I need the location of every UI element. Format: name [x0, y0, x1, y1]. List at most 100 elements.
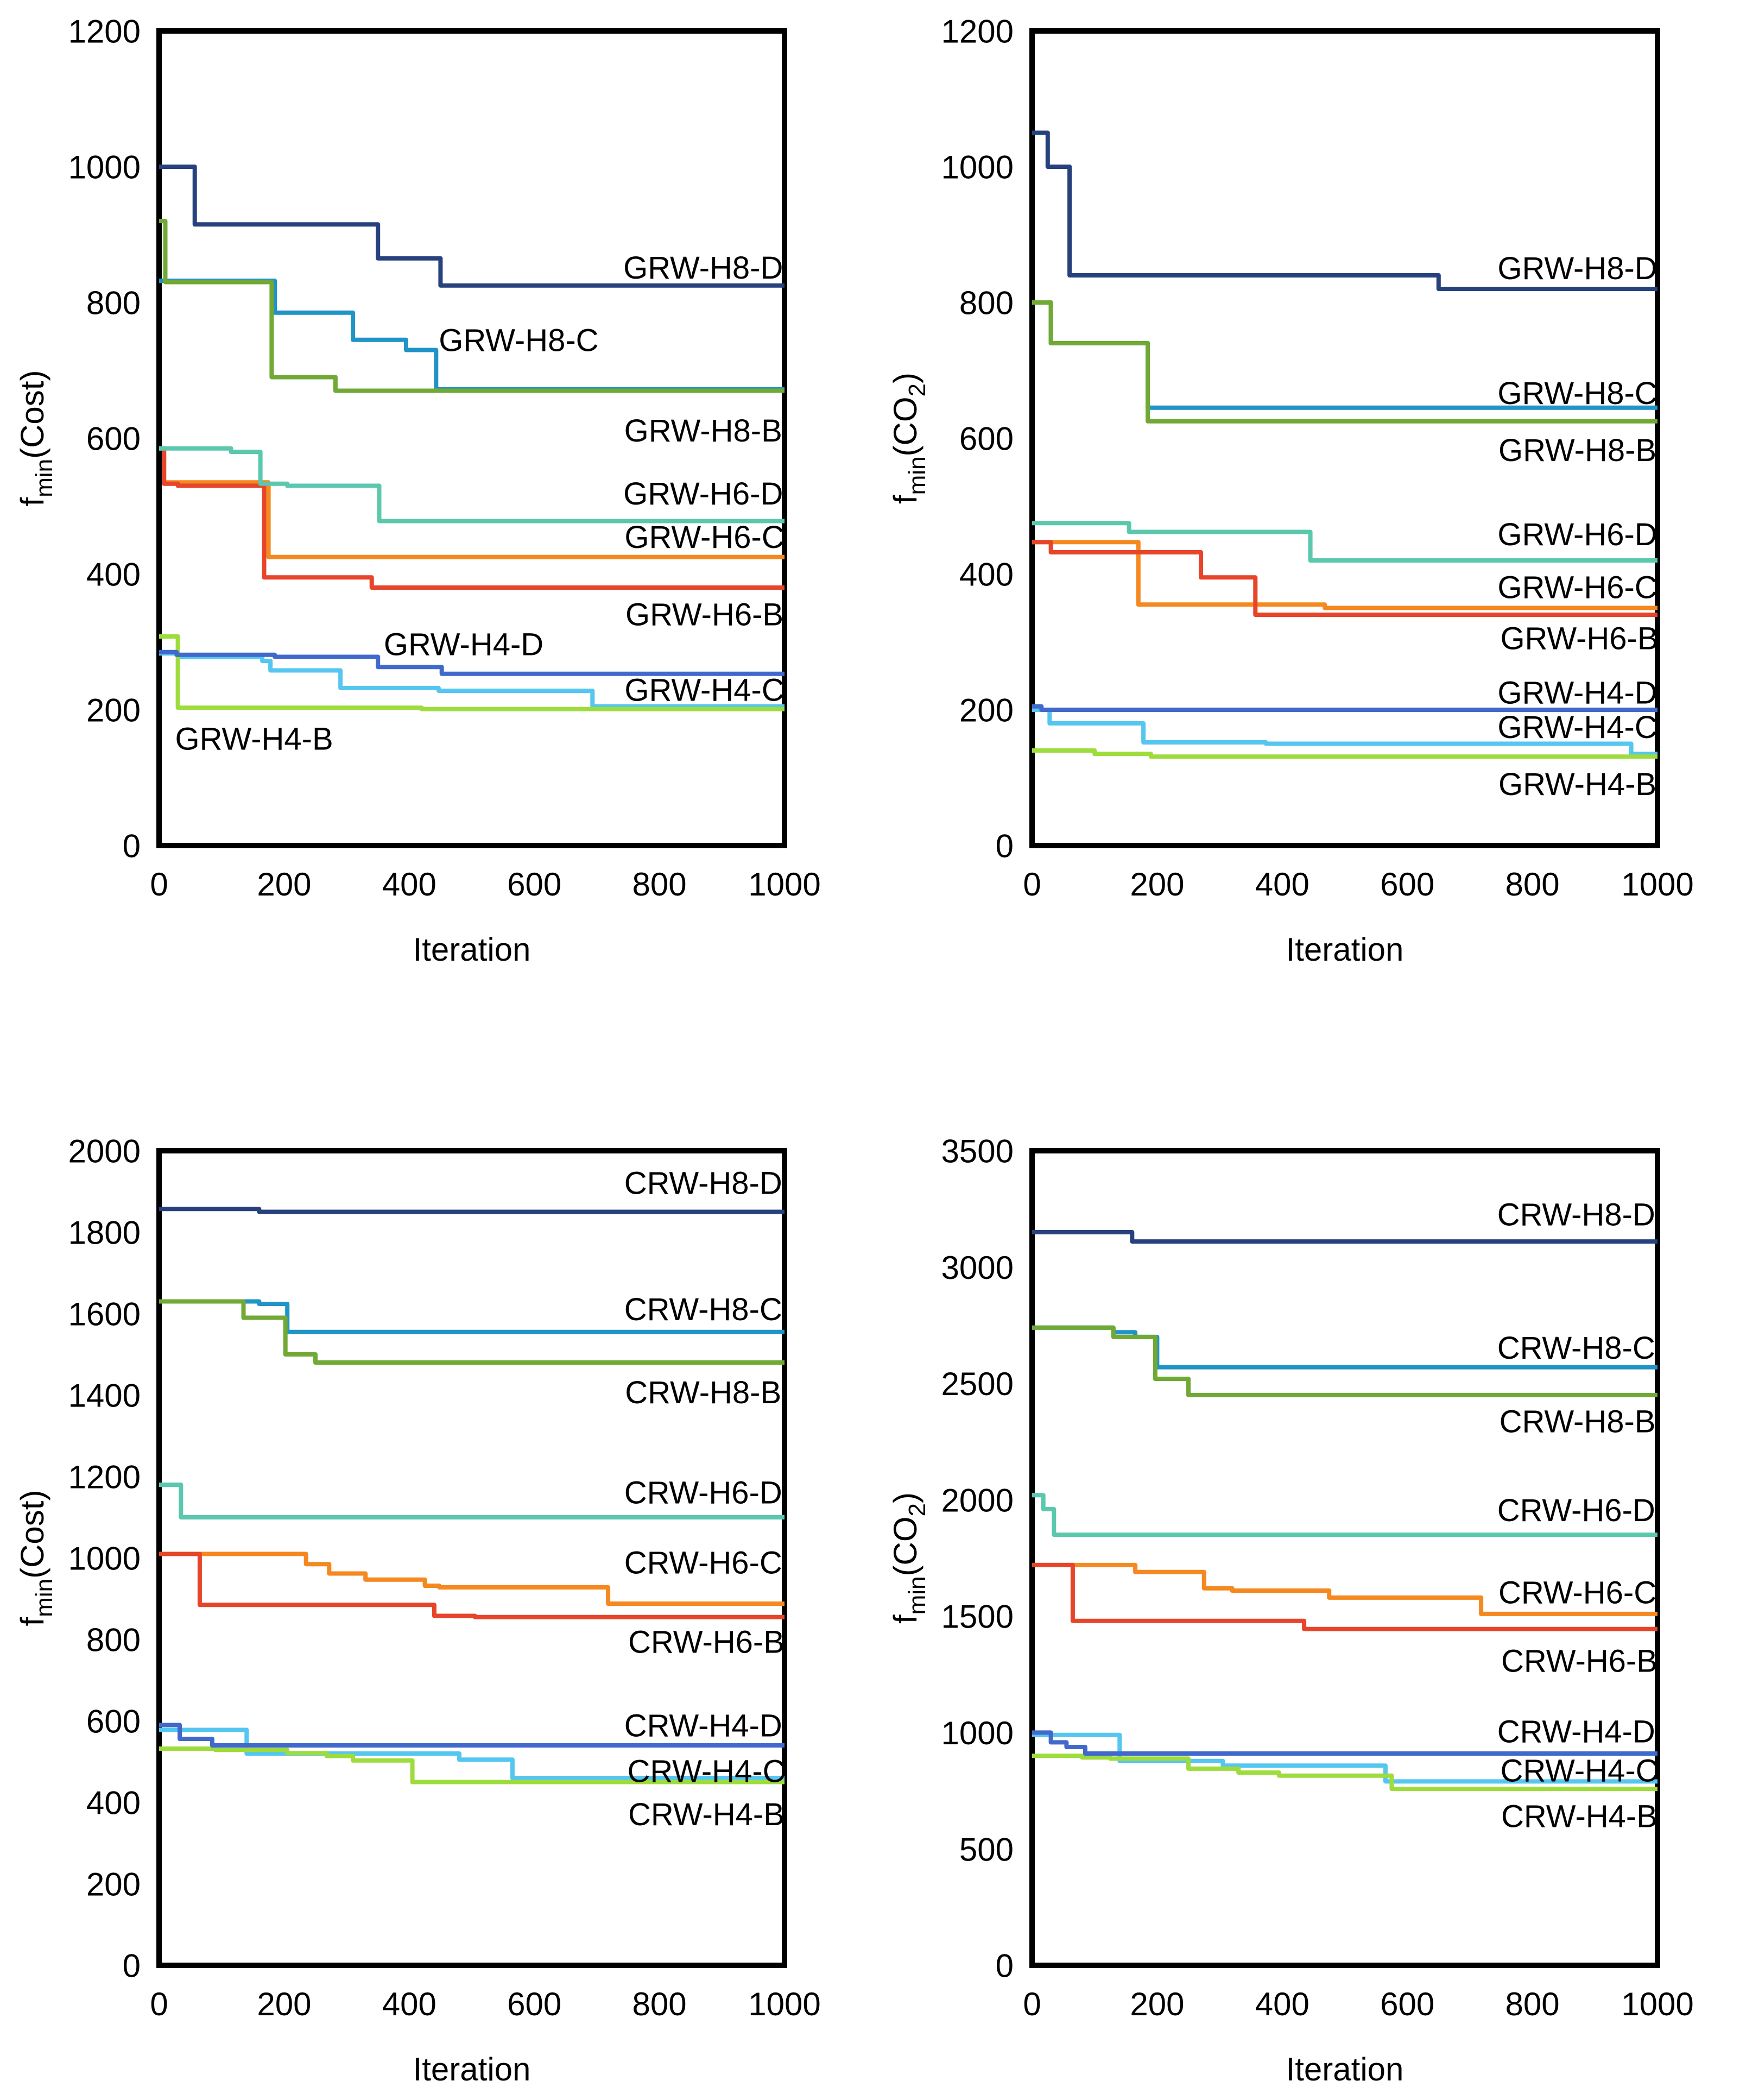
crw-cost-svg: 0 200 400 600 800 1000 1200 1400 1600 1800 2000 0 20… [14, 1133, 821, 2088]
series-label-GRW-H6-C: GRW-H6-C [624, 520, 784, 555]
series-label-GRW-H8-C: GRW-H8-C [439, 323, 598, 358]
plot-box [1029, 1148, 1660, 1968]
series-label-GRW-H4-B: GRW-H4-B [1498, 767, 1656, 802]
x-tick-label: 400 [1255, 866, 1310, 903]
y-tick-label: 0 [123, 828, 141, 865]
series-line-GRW-H6-B [1032, 540, 1658, 617]
y-tick-label: 3500 [941, 1133, 1014, 1170]
x-tick-label: 200 [1130, 1986, 1184, 2022]
series-label-GRW-H8-B: GRW-H8-B [1498, 433, 1656, 468]
x-tick-label: 200 [257, 1986, 311, 2022]
y-tick-label: 1500 [941, 1599, 1014, 1635]
series-label-CRW-H4-C: CRW-H4-C [627, 1754, 785, 1789]
y-tick-label: 200 [959, 692, 1014, 729]
y-tick-label: 1400 [68, 1378, 141, 1414]
x-tick-label: 0 [1023, 1986, 1041, 2022]
x-tick-label: 800 [632, 1986, 687, 2022]
y-tick-label: 200 [86, 692, 141, 729]
x-axis-title: Iteration [1286, 2051, 1404, 2088]
series-line-CRW-H4-C [1032, 1732, 1658, 1784]
series-label-GRW-H6-B: GRW-H6-B [1500, 621, 1658, 656]
y-tick-label: 400 [959, 557, 1014, 593]
y-tick-label: 600 [86, 1704, 141, 1740]
chart-grw-co2: 0 200 400 600 800 1000 1200 0 200 400 600 800 1000 It… [873, 0, 1746, 1050]
x-tick-label: 1000 [1621, 866, 1693, 903]
series-label-GRW-H4-D: GRW-H4-D [384, 627, 543, 663]
y-tick-label: 800 [86, 1622, 141, 1658]
y-tick-label: 0 [996, 1948, 1014, 1984]
series-line-GRW-H6-D [159, 446, 785, 524]
x-tick-label: 0 [150, 1986, 168, 2022]
x-tick-label: 600 [1380, 1986, 1434, 2022]
y-tick-label: 3000 [941, 1250, 1014, 1286]
series-label-CRW-H4-B: CRW-H4-B [1501, 1799, 1658, 1834]
crw-co2-svg: 0 500 1000 1500 2000 2500 3000 3500 0 200 400 600 80… [887, 1133, 1694, 2088]
chart-crw-co2: 0 500 1000 1500 2000 2500 3000 3500 0 200 400 600 80… [873, 1050, 1746, 2100]
x-tick-label: 800 [632, 866, 687, 903]
series-line-CRW-H4-D [1032, 1730, 1658, 1756]
y-tick-label: 1200 [68, 1459, 141, 1496]
series-line-GRW-H6-B [159, 446, 785, 590]
grw-cost-svg: 0 200 400 600 800 1000 1200 0 200 400 600 800 1000 It… [14, 14, 821, 968]
x-tick-label: 0 [150, 866, 168, 903]
series-line-GRW-H4-D [1032, 704, 1658, 712]
y-tick-label: 600 [86, 421, 141, 457]
series-line-GRW-H4-C [1032, 708, 1658, 756]
y-tick-label: 600 [959, 421, 1014, 457]
y-tick-label: 500 [959, 1831, 1014, 1868]
chart-crw-cost: 0 200 400 600 800 1000 1200 1400 1600 1800 2000 0 20… [0, 1050, 873, 2100]
series-label-GRW-H4-C: GRW-H4-C [624, 672, 784, 708]
series-label-GRW-H4-B: GRW-H4-B [175, 721, 333, 756]
series-line-GRW-H8-D [1032, 130, 1658, 291]
series-label-GRW-H8-D: GRW-H8-D [1497, 251, 1657, 286]
y-tick-label: 400 [86, 557, 141, 593]
series-label-GRW-H8-D: GRW-H8-D [623, 250, 783, 286]
series-label-CRW-H8-C: CRW-H8-C [624, 1292, 782, 1327]
x-tick-label: 800 [1505, 1986, 1560, 2022]
series-label-CRW-H4-B: CRW-H4-B [628, 1797, 785, 1832]
x-axis-title: Iteration [1286, 931, 1404, 968]
x-tick-label: 800 [1505, 866, 1560, 903]
x-tick-label: 600 [1380, 866, 1434, 903]
series-line-CRW-H6-D [1032, 1493, 1658, 1537]
series-label-CRW-H8-D: CRW-H8-D [1497, 1197, 1655, 1232]
series-label-GRW-H8-B: GRW-H8-B [624, 413, 782, 449]
x-tick-label: 400 [1255, 1986, 1310, 2022]
series-line-CRW-H4-D [159, 1723, 785, 1748]
plot-box [1029, 28, 1660, 848]
x-tick-label: 1000 [748, 1986, 820, 2022]
series-label-CRW-H4-D: CRW-H4-D [1497, 1714, 1655, 1749]
y-tick-label: 0 [123, 1948, 141, 1984]
series-line-GRW-H4-B [1032, 748, 1658, 759]
series-line-CRW-H8-B [1032, 1325, 1658, 1397]
y-axis-title: fmin(Cost) [14, 370, 58, 507]
series-label-CRW-H6-B: CRW-H6-B [1501, 1643, 1658, 1679]
series-line-GRW-H6-D [1032, 521, 1658, 563]
series-line-CRW-H4-B [159, 1746, 785, 1784]
y-tick-label: 1000 [941, 1715, 1014, 1751]
x-tick-label: 600 [507, 866, 561, 903]
series-label-CRW-H6-D: CRW-H6-D [1497, 1493, 1655, 1528]
x-axis-title: Iteration [413, 2051, 531, 2088]
series-line-GRW-H8-C [159, 279, 785, 392]
series-label-GRW-H6-D: GRW-H6-D [623, 476, 783, 512]
series-label-CRW-H4-C: CRW-H4-C [1500, 1754, 1658, 1789]
series-label-CRW-H6-C: CRW-H6-C [624, 1545, 782, 1580]
y-tick-label: 1200 [68, 14, 141, 50]
series-line-CRW-H6-B [1032, 1562, 1658, 1631]
series-label-CRW-H6-C: CRW-H6-C [1498, 1575, 1656, 1610]
y-axis-title: fmin(Cost) [14, 1490, 58, 1626]
x-tick-label: 400 [382, 866, 436, 903]
y-tick-label: 1600 [68, 1296, 141, 1333]
series-label-GRW-H4-D: GRW-H4-D [1497, 675, 1657, 710]
x-tick-label: 600 [507, 1986, 561, 2022]
series-line-GRW-H6-C [1032, 540, 1658, 610]
series-label-GRW-H8-C: GRW-H8-C [1497, 376, 1657, 411]
x-tick-label: 0 [1023, 866, 1041, 903]
series-label-GRW-H4-C: GRW-H4-C [1497, 710, 1657, 745]
series-line-CRW-H4-C [159, 1727, 785, 1780]
x-tick-label: 200 [1130, 866, 1184, 903]
series-line-CRW-H6-B [159, 1552, 785, 1619]
x-tick-label: 200 [257, 866, 311, 903]
